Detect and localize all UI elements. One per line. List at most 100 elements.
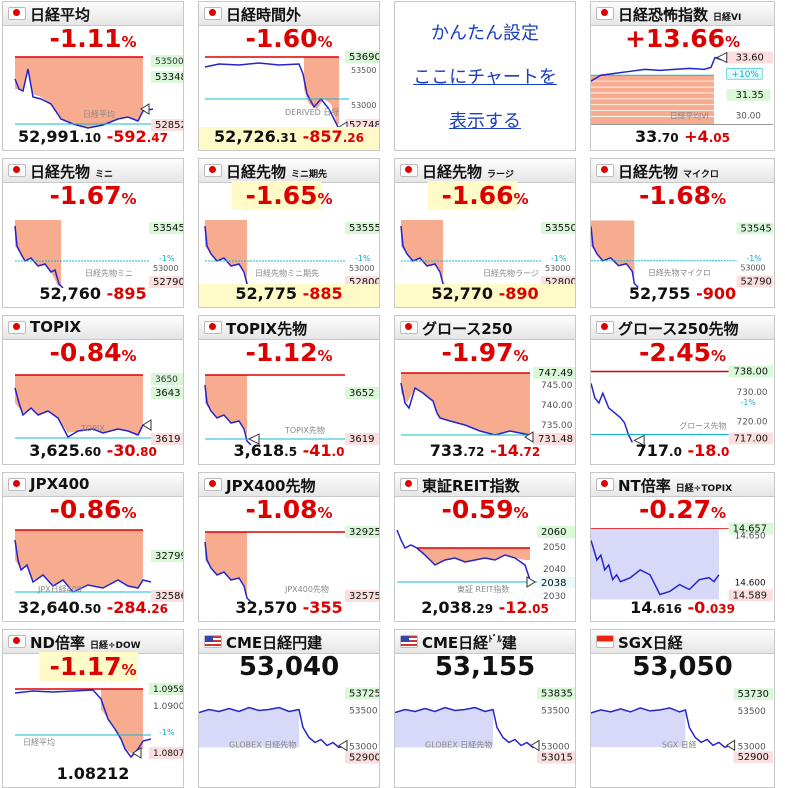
card-nikkei-large[interactable]: 日経先物 ラージ -1.66% 日経先物ラージ 53550 -1% 53000 5… — [394, 158, 576, 308]
chart: 14.657 14.650 14.600 14.589 — [591, 522, 773, 601]
card-nikkei-vi[interactable]: 日経恐怖指数 日経VI +13.66% 日経平均VI 33.60 +10% 31.… — [590, 1, 775, 151]
card-growth250[interactable]: グロース250 -1.97% 747.49 745.00 740.00 735.… — [394, 315, 576, 465]
chart: 日経先物ミニ期先 53555 -1% 53000 52800 — [204, 220, 379, 288]
add-chart-link[interactable]: ここにチャートを — [413, 67, 557, 88]
watermark: 日経先物ミニ期先 — [255, 268, 319, 278]
card-title: CME日経円建 — [226, 634, 323, 652]
price-row: 733.72 -14.72 — [429, 441, 541, 460]
change-percent: -0.59% — [441, 495, 529, 524]
watermark: 日経先物ラージ — [483, 268, 539, 278]
change-percent: -1.11% — [49, 24, 137, 53]
card-header: TOPIX先物 — [199, 316, 379, 340]
price-row: 3,618.5 -41.0 — [233, 441, 345, 460]
label-high: 3652 — [349, 388, 374, 399]
label-low: 717.00 — [734, 433, 768, 444]
japan-flag-icon — [596, 478, 614, 491]
svg-text:53000: 53000 — [741, 264, 766, 273]
card-title: グロース250先物 — [618, 320, 739, 338]
svg-text:14.600: 14.600 — [735, 579, 766, 589]
label-high: 3650 — [155, 375, 178, 385]
card-header: 日経恐怖指数 日経VI — [591, 2, 774, 26]
card-cme-yen[interactable]: CME日経円建 53,040 GLOBEX 日経先物 53725 53500 5… — [198, 629, 380, 788]
svg-text:2040: 2040 — [543, 565, 566, 575]
change-percent: -1.17% — [3, 652, 183, 681]
svg-text:2030: 2030 — [543, 592, 566, 602]
watermark: JPX日経400 — [37, 584, 82, 594]
watermark: DERIVED 日経 — [285, 107, 339, 117]
card-jpx400[interactable]: JPX400 -0.86% JPX日経400 32799 32586 32,64… — [2, 472, 184, 622]
change-percent: -2.45% — [638, 338, 727, 367]
chart: 747.49 745.00 740.00 735.00 731.48 — [400, 367, 575, 445]
card-jpx400-futures[interactable]: JPX400先物 -1.08% JPX400先物 32925 32575 32,… — [198, 472, 380, 622]
card-title: TOPIX — [30, 318, 82, 336]
card-tse-reit[interactable]: 東証REIT指数 -0.59% 東証 REIT指数 2060 2050 2040… — [394, 472, 576, 622]
price-row: 3,625.60 -30.80 — [29, 441, 157, 460]
card-title: 日経先物 ミニ期先 — [226, 163, 328, 181]
watermark: 日経先物ミニ — [85, 268, 133, 278]
svg-text:53000: 53000 — [349, 743, 378, 753]
card-nikkei-micro[interactable]: 日経先物 マイクロ -1.68% 日経先物マイクロ 53545 -1% 53000… — [590, 158, 775, 308]
card-header: ND倍率 日経÷DOW — [3, 630, 183, 654]
card-title: TOPIX先物 — [226, 320, 308, 338]
svg-text:53000: 53000 — [349, 264, 374, 273]
easy-settings-link[interactable]: かんたん設定 — [431, 23, 539, 44]
svg-text:745.00: 745.00 — [541, 381, 573, 391]
card-settings: かんたん設定 ここにチャートを 表示する — [394, 1, 576, 151]
card-title: グロース250 — [422, 320, 513, 338]
label-high: 53835 — [541, 689, 573, 700]
chart: SGX 日経 53730 53500 53000 52900 — [591, 688, 773, 763]
label-low: 52790 — [153, 277, 184, 288]
show-chart-link[interactable]: 表示する — [449, 111, 521, 132]
card-nikkei-average[interactable]: 日経平均 -1.11% 日経平均 53500 53348 52852 52,99… — [2, 1, 184, 151]
card-nikkei-mini[interactable]: 日経先物 ミニ -1.67% 日経先物ミニ 53545 -1% 53000 527… — [2, 158, 184, 308]
japan-flag-icon — [400, 321, 418, 334]
svg-text:740.00: 740.00 — [541, 401, 573, 411]
svg-text:30.00: 30.00 — [736, 112, 762, 122]
price-row: 52,760 -895 — [39, 284, 147, 303]
card-nikkei-after-hours[interactable]: 日経時間外 -1.60% DERIVED 日経 53690 53500 5300… — [198, 1, 380, 151]
watermark: GLOBEX 日経先物 — [425, 740, 492, 750]
japan-flag-icon — [8, 478, 26, 491]
change-percent: -1.66% — [395, 181, 575, 210]
us-flag-icon — [400, 635, 418, 648]
label-low: 53015 — [541, 753, 573, 764]
card-header: SGX日経 — [591, 630, 774, 654]
card-title: 日経時間外 — [226, 6, 302, 24]
card-title: ND倍率 日経÷DOW — [30, 634, 141, 652]
label-high: 53545 — [741, 223, 772, 234]
svg-text:+10%: +10% — [732, 70, 759, 80]
label-low: 52800 — [545, 277, 576, 288]
japan-flag-icon — [596, 321, 614, 334]
card-cme-usd[interactable]: CME日経ﾄﾞﾙ建 53,155 GLOBEX 日経先物 53835 53500… — [394, 629, 576, 788]
card-nt-ratio[interactable]: NT倍率 日経÷TOPIX -0.27% 14.657 14.650 14.600… — [590, 472, 775, 622]
card-growth250-futures[interactable]: グロース250先物 -2.45% グロース先物 738.00 730.00 -1… — [590, 315, 775, 465]
watermark: 日経平均 — [23, 737, 55, 747]
label-high: 2060 — [541, 527, 566, 538]
chart: 日経平均VI 33.60 +10% 31.35 30.00 — [591, 51, 773, 125]
card-header: グロース250先物 — [591, 316, 774, 340]
watermark: 日経平均 — [83, 109, 115, 119]
svg-text:-1%: -1% — [159, 728, 175, 737]
label-high: 32925 — [349, 527, 380, 538]
card-nikkei-mini-deferred[interactable]: 日経先物 ミニ期先 -1.65% 日経先物ミニ期先 53555 -1% 53000… — [198, 158, 380, 308]
svg-text:53000: 53000 — [153, 264, 178, 273]
svg-text:53000: 53000 — [351, 101, 376, 110]
price-row: 52,726.31 -857.26 — [199, 127, 379, 150]
card-title: SGX日経 — [618, 634, 683, 652]
card-topix[interactable]: TOPIX -0.84% TOPIX 3650 3643 3619 3,625.… — [2, 315, 184, 465]
card-header: 日経先物 マイクロ — [591, 159, 774, 183]
price-row: 32,640.50 -284.26 — [18, 598, 168, 617]
chart: 東証 REIT指数 2060 2050 2040 2038 2030 — [396, 526, 575, 602]
card-nd-ratio[interactable]: ND倍率 日経÷DOW -1.17% 日経平均 1.0959 1.0900 -1%… — [2, 629, 184, 788]
japan-flag-icon — [204, 164, 222, 177]
watermark: TOPIX先物 — [284, 425, 325, 435]
card-title: JPX400 — [30, 475, 90, 493]
label-low: 52900 — [349, 753, 380, 764]
change-percent: +13.66% — [624, 24, 741, 53]
svg-text:53000: 53000 — [541, 743, 570, 753]
label-low: 3619 — [349, 434, 374, 445]
card-sgx-nikkei[interactable]: SGX日経 53,050 SGX 日経 53730 53500 53000 52… — [590, 629, 775, 788]
card-header: 日経平均 — [3, 2, 183, 26]
card-topix-futures[interactable]: TOPIX先物 -1.12% TOPIX先物 3652 3619 3,618.5… — [198, 315, 380, 465]
